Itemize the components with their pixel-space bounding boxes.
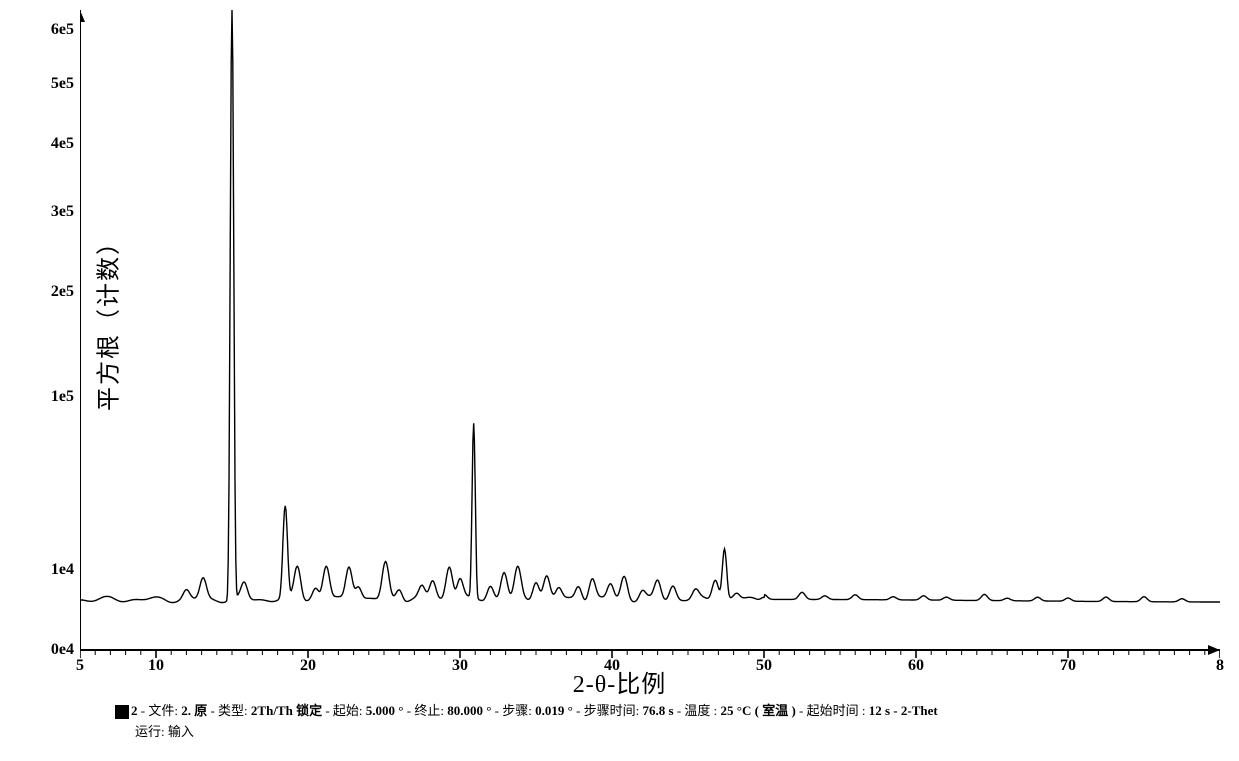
y-tick-label: 3e5	[51, 203, 74, 221]
figure-caption: 2 - 文件: 2. 原 - 类型: 2Th/Th 锁定 - 起始: 5.000…	[115, 701, 1185, 743]
x-tick-label: 60	[908, 657, 924, 675]
x-tick-label: 40	[604, 657, 620, 675]
chart-svg	[80, 10, 1220, 660]
caption-fragment: 2. 原	[181, 703, 207, 718]
caption-line-2: 运行: 输入	[135, 722, 1185, 743]
xrd-chart	[80, 10, 1220, 650]
y-tick-label: 6e5	[51, 21, 74, 39]
x-tick-label: 70	[1060, 657, 1076, 675]
y-tick-label: 5e5	[51, 75, 74, 93]
caption-fragment: 2Th/Th 锁定	[251, 703, 322, 718]
caption-fragment: - 步骤时间:	[573, 703, 643, 718]
caption-fragment: 80.000 °	[447, 703, 491, 718]
y-tick-label: 4e5	[51, 135, 74, 153]
caption-fragment: - 温度 :	[674, 703, 721, 718]
caption-fragment: 25 °C ( 室温 )	[721, 703, 796, 718]
caption-fragment: 76.8 s	[643, 703, 674, 718]
y-axis-label: 平方根（计数）	[89, 229, 124, 411]
y-tick-label: 0e4	[51, 641, 74, 659]
caption-fragment: - 终止:	[404, 703, 448, 718]
caption-fragment: 0.019 °	[535, 703, 573, 718]
caption-fragment: - 文件:	[138, 703, 182, 718]
y-tick-label: 2e5	[51, 283, 74, 301]
y-tick-label: 1e5	[51, 388, 74, 406]
x-tick-label: 8	[1216, 657, 1224, 675]
caption-line-1: 2 - 文件: 2. 原 - 类型: 2Th/Th 锁定 - 起始: 5.000…	[115, 701, 1185, 722]
caption-fragment: 12 s - 2-Thet	[869, 703, 938, 718]
x-tick-label: 5	[76, 657, 84, 675]
caption-fragment: - 步骤:	[491, 703, 535, 718]
caption-fragment: - 起始:	[322, 703, 366, 718]
caption-fragment: - 起始时间 :	[796, 703, 869, 718]
x-tick-label: 30	[452, 657, 468, 675]
x-tick-label: 50	[756, 657, 772, 675]
caption-fragment: 5.000 °	[366, 703, 404, 718]
series-marker-icon	[115, 705, 129, 719]
x-tick-label: 20	[300, 657, 316, 675]
caption-fragment: - 类型:	[207, 703, 251, 718]
y-tick-label: 1e4	[51, 561, 74, 579]
x-tick-label: 10	[148, 657, 164, 675]
